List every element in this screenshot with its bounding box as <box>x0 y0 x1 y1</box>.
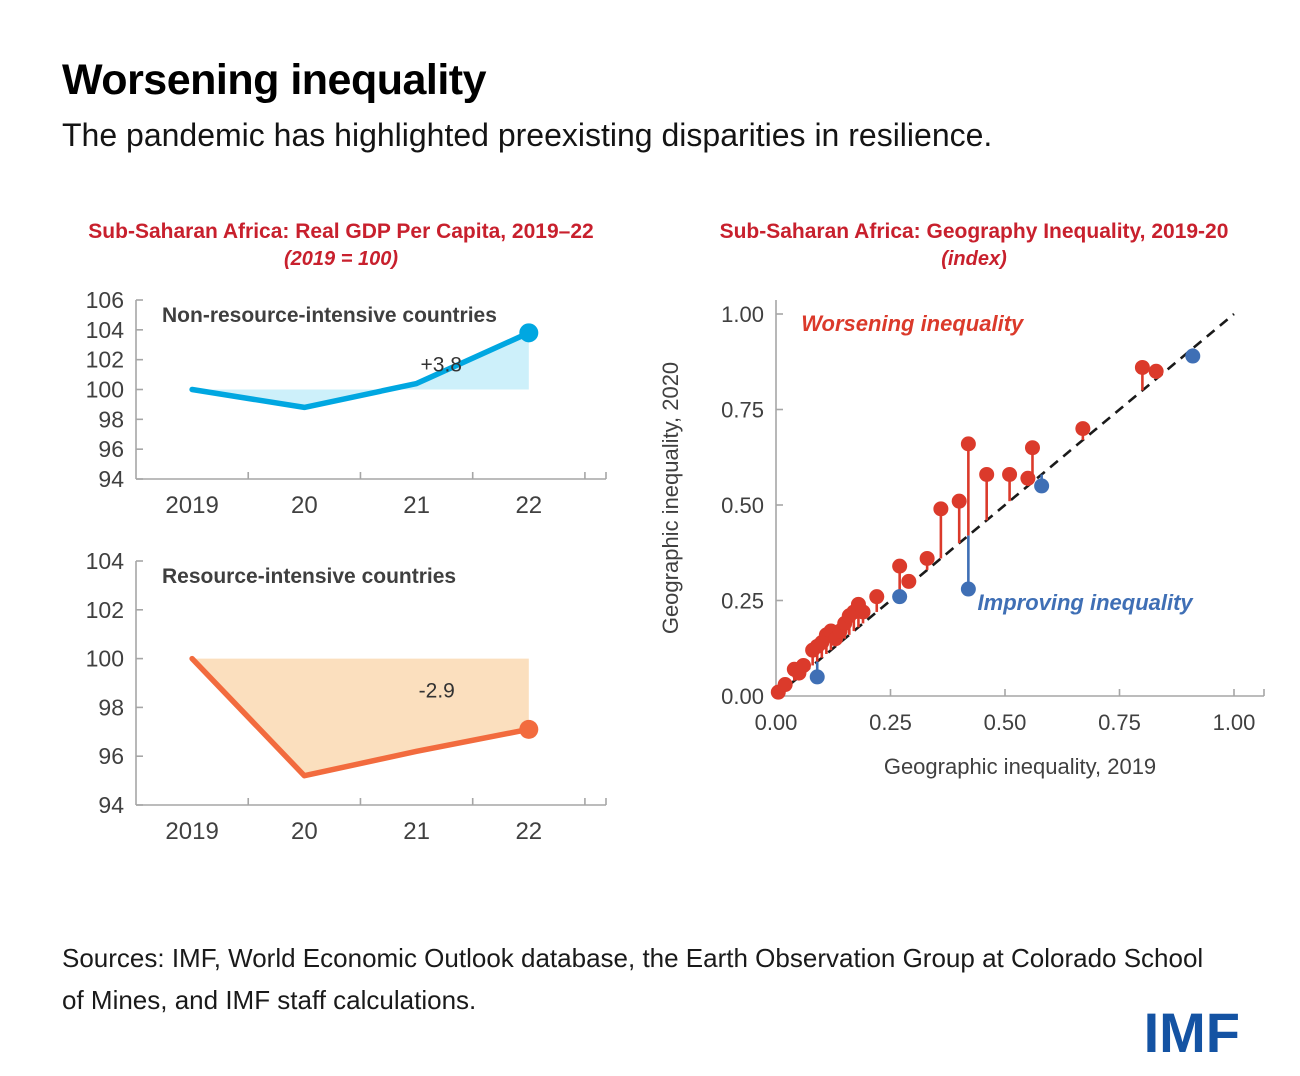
page-subtitle: The pandemic has highlighted preexisting… <box>62 117 993 153</box>
svg-text:94: 94 <box>98 466 124 492</box>
svg-text:106: 106 <box>86 288 124 313</box>
svg-text:94: 94 <box>98 792 124 818</box>
svg-text:102: 102 <box>86 347 124 373</box>
non-resource-line-chart: 94 96 98 100 102 104 106 2019 20 21 22 Non-resource… <box>86 288 607 519</box>
svg-text:2019: 2019 <box>165 818 218 845</box>
gdp-chart-title: Sub-Saharan Africa: Real GDP Per Capita,… <box>88 219 594 243</box>
gdp-chart-subtitle: (2019 = 100) <box>284 248 398 271</box>
inequality-scatter-chart: 0.00 0.25 0.50 0.75 1.00 0.00 0.25 0.50 0.75 1.00… <box>658 300 1265 779</box>
svg-text:+3.8: +3.8 <box>421 354 462 377</box>
scatter-chart-title: Sub-Saharan Africa: Geography Inequality… <box>719 219 1229 243</box>
svg-text:104: 104 <box>86 549 125 574</box>
svg-text:Worsening inequality: Worsening inequality <box>801 311 1025 336</box>
svg-text:20: 20 <box>291 818 318 845</box>
svg-text:0.25: 0.25 <box>721 589 764 614</box>
svg-text:96: 96 <box>98 436 124 462</box>
page-title: Worsening inequality <box>62 56 487 104</box>
svg-text:100: 100 <box>86 377 124 403</box>
scatter-chart-subtitle: (index) <box>941 248 1007 271</box>
svg-text:104: 104 <box>86 317 125 343</box>
svg-text:21: 21 <box>403 492 430 519</box>
svg-text:100: 100 <box>86 646 124 672</box>
svg-text:Non-resource-intensive countri: Non-resource-intensive countries <box>162 304 497 327</box>
svg-text:98: 98 <box>98 695 124 721</box>
sources-note: Sources: IMF, World Economic Outlook dat… <box>62 943 1204 1015</box>
svg-text:0.25: 0.25 <box>869 710 912 735</box>
gdp-charts-panel: Sub-Saharan Africa: Real GDP Per Capita,… <box>62 218 620 849</box>
svg-text:0.00: 0.00 <box>721 684 764 709</box>
svg-text:98: 98 <box>98 407 124 433</box>
figure-header: Worsening inequality The pandemic has hi… <box>0 0 1300 156</box>
svg-text:-2.9: -2.9 <box>419 680 455 703</box>
svg-text:Geographic inequality, 2019: Geographic inequality, 2019 <box>884 754 1156 779</box>
imf-logo: IMF <box>1143 1001 1240 1064</box>
svg-text:0.00: 0.00 <box>755 710 798 735</box>
svg-text:20: 20 <box>291 492 318 519</box>
svg-text:0.50: 0.50 <box>984 710 1027 735</box>
svg-text:0.75: 0.75 <box>721 398 764 423</box>
svg-text:21: 21 <box>403 818 430 845</box>
svg-text:22: 22 <box>515 492 542 519</box>
svg-text:2019: 2019 <box>165 492 218 519</box>
resource-line-chart: 94 96 98 100 102 104 2019 20 21 22 Resource-intens… <box>86 549 607 845</box>
charts-row: Sub-Saharan Africa: Real GDP Per Capita,… <box>0 218 1300 849</box>
svg-text:22: 22 <box>515 818 542 845</box>
svg-text:Resource-intensive countries: Resource-intensive countries <box>162 565 456 588</box>
svg-text:1.00: 1.00 <box>721 302 764 327</box>
svg-text:Improving inequality: Improving inequality <box>978 590 1195 615</box>
svg-text:96: 96 <box>98 743 124 769</box>
svg-text:0.75: 0.75 <box>1098 710 1141 735</box>
svg-text:102: 102 <box>86 597 124 623</box>
figure-footer: Sources: IMF, World Economic Outlook dat… <box>62 938 1262 1021</box>
svg-text:0.50: 0.50 <box>721 493 764 518</box>
svg-text:1.00: 1.00 <box>1213 710 1256 735</box>
inequality-scatter-panel: Sub-Saharan Africa: Geography Inequality… <box>644 218 1300 849</box>
svg-text:Geographic inequality, 2020: Geographic inequality, 2020 <box>658 362 683 634</box>
